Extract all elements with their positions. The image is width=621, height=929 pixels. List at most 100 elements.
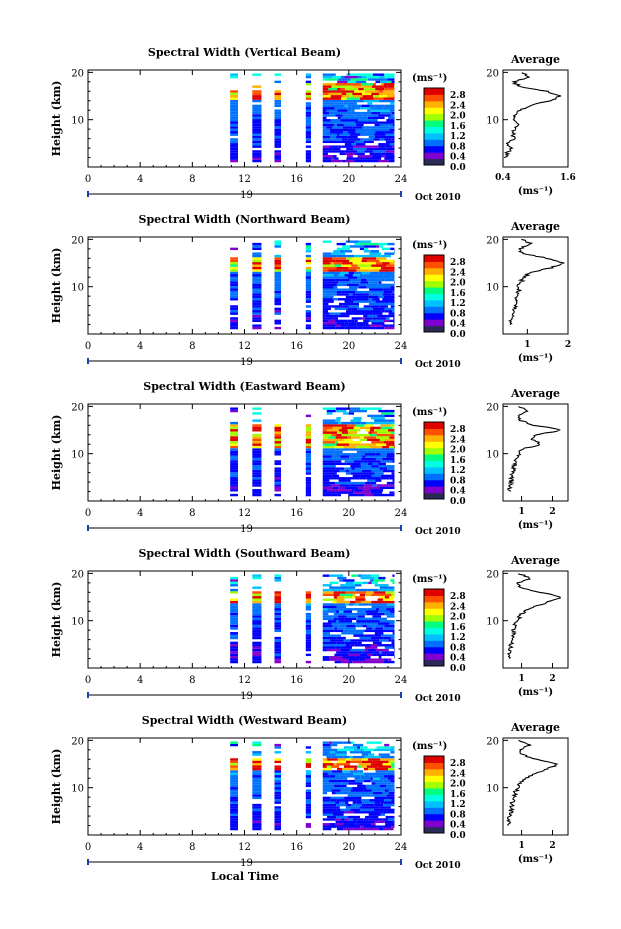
heatmap-cell <box>388 588 394 592</box>
heatmap-cell <box>230 257 238 260</box>
heatmap-cell <box>372 83 376 86</box>
heatmap-cell <box>344 143 352 146</box>
heatmap-cell <box>329 775 336 778</box>
heatmap-cell <box>367 78 372 81</box>
heatmap-cell <box>274 73 282 76</box>
heatmap-cell <box>333 424 348 427</box>
heatmap-cell <box>378 465 392 468</box>
heatmap-cell <box>366 75 380 79</box>
heatmap-cell <box>343 131 348 134</box>
x-tick-label: 24 <box>395 508 408 519</box>
heatmap-cell <box>230 472 238 475</box>
heatmap-cell <box>364 493 374 497</box>
heatmap-cell <box>337 658 349 661</box>
heatmap-cell <box>322 135 331 139</box>
day-label: 19 <box>240 190 253 201</box>
heatmap-cell <box>322 281 332 284</box>
heatmap-cell <box>329 259 336 263</box>
heatmap-cell <box>393 114 395 117</box>
heatmap-cell <box>252 803 262 807</box>
heatmap-cell <box>367 438 380 442</box>
heatmap-cell <box>385 438 395 442</box>
heatmap-cell <box>345 240 359 243</box>
heatmap-cell <box>274 288 282 291</box>
heatmap-cell <box>366 741 376 744</box>
heatmap-cell <box>305 603 312 606</box>
heatmap-cell <box>305 477 312 480</box>
heatmap-cell <box>230 133 238 136</box>
heatmap-cell <box>361 111 372 115</box>
heatmap-cell <box>378 608 387 611</box>
heatmap-cell <box>362 95 373 98</box>
panel-3: Spectral Width (Southward Beam)0 4 8 12 16 20… <box>50 547 569 704</box>
heatmap-cell <box>322 605 337 609</box>
heatmap-cell <box>379 259 394 263</box>
heatmap-cell <box>367 119 378 122</box>
heatmap-cell <box>274 254 282 258</box>
heatmap-cell <box>305 259 312 263</box>
heatmap-cell <box>252 460 262 463</box>
colorbar-swatch <box>424 589 444 596</box>
heatmap-cell <box>352 660 363 664</box>
colorbar-swatch <box>424 659 444 667</box>
heatmap-cell <box>378 827 384 831</box>
heatmap-cell <box>230 815 238 819</box>
heatmap-cell <box>363 818 369 821</box>
heatmap-cell <box>378 409 390 413</box>
heatmap-cell <box>230 293 238 296</box>
heatmap-cell <box>346 624 356 628</box>
heatmap-cell <box>368 298 373 301</box>
y-axis-label: Height (km) <box>50 582 63 658</box>
heatmap-cell <box>334 787 345 790</box>
x-tick-label: 0 <box>85 508 91 519</box>
heatmap-cell <box>350 465 362 468</box>
heatmap-cell <box>274 123 282 127</box>
heatmap-cell <box>353 312 363 315</box>
heatmap-cell <box>385 448 395 451</box>
heatmap-cell <box>331 455 341 458</box>
heatmap-cell <box>376 484 387 487</box>
heatmap-cell <box>391 782 395 785</box>
heatmap-cell <box>274 266 282 270</box>
heatmap-cell <box>230 441 238 444</box>
heatmap-cell <box>357 155 364 158</box>
heatmap-cell <box>336 799 345 802</box>
heatmap-cell <box>305 760 312 764</box>
colorbar-tick-label: 2.4 <box>450 268 466 278</box>
heatmap-cell <box>374 820 380 824</box>
heatmap-cell <box>335 409 347 413</box>
heatmap-cell <box>332 298 339 301</box>
heatmap-cell <box>343 445 352 449</box>
heatmap-cell <box>379 455 387 458</box>
heatmap-cell <box>375 782 388 785</box>
heatmap-cell <box>333 250 341 253</box>
x-tick-label: 12 <box>238 675 251 686</box>
heatmap-cell <box>383 319 390 323</box>
heatmap-cell <box>388 123 394 127</box>
heatmap-cell <box>360 775 365 778</box>
heatmap-cell <box>351 257 363 260</box>
heatmap-cell <box>322 324 327 327</box>
heatmap-cell <box>372 298 380 301</box>
heatmap-cell <box>367 109 371 112</box>
heatmap-cell <box>332 257 347 260</box>
heatmap-cell <box>366 787 379 790</box>
heatmap-cell <box>305 288 312 291</box>
heatmap-cell <box>230 608 238 611</box>
heatmap-cell <box>356 269 371 272</box>
heatmap-cell <box>336 600 351 604</box>
heatmap-cell <box>274 791 282 795</box>
heatmap-cell <box>274 789 282 792</box>
heatmap-cell <box>331 753 336 756</box>
heatmap-cell <box>322 799 331 802</box>
heatmap-cell <box>252 617 262 621</box>
heatmap-cell <box>322 92 329 96</box>
heatmap-cell <box>389 445 395 449</box>
heatmap-cell <box>367 254 371 258</box>
heatmap-cell <box>348 658 360 661</box>
heatmap-cell <box>322 307 331 311</box>
heatmap-cell <box>274 612 282 616</box>
heatmap-cell <box>328 269 343 272</box>
heatmap-cell <box>230 653 238 657</box>
heatmap-cell <box>368 302 380 306</box>
